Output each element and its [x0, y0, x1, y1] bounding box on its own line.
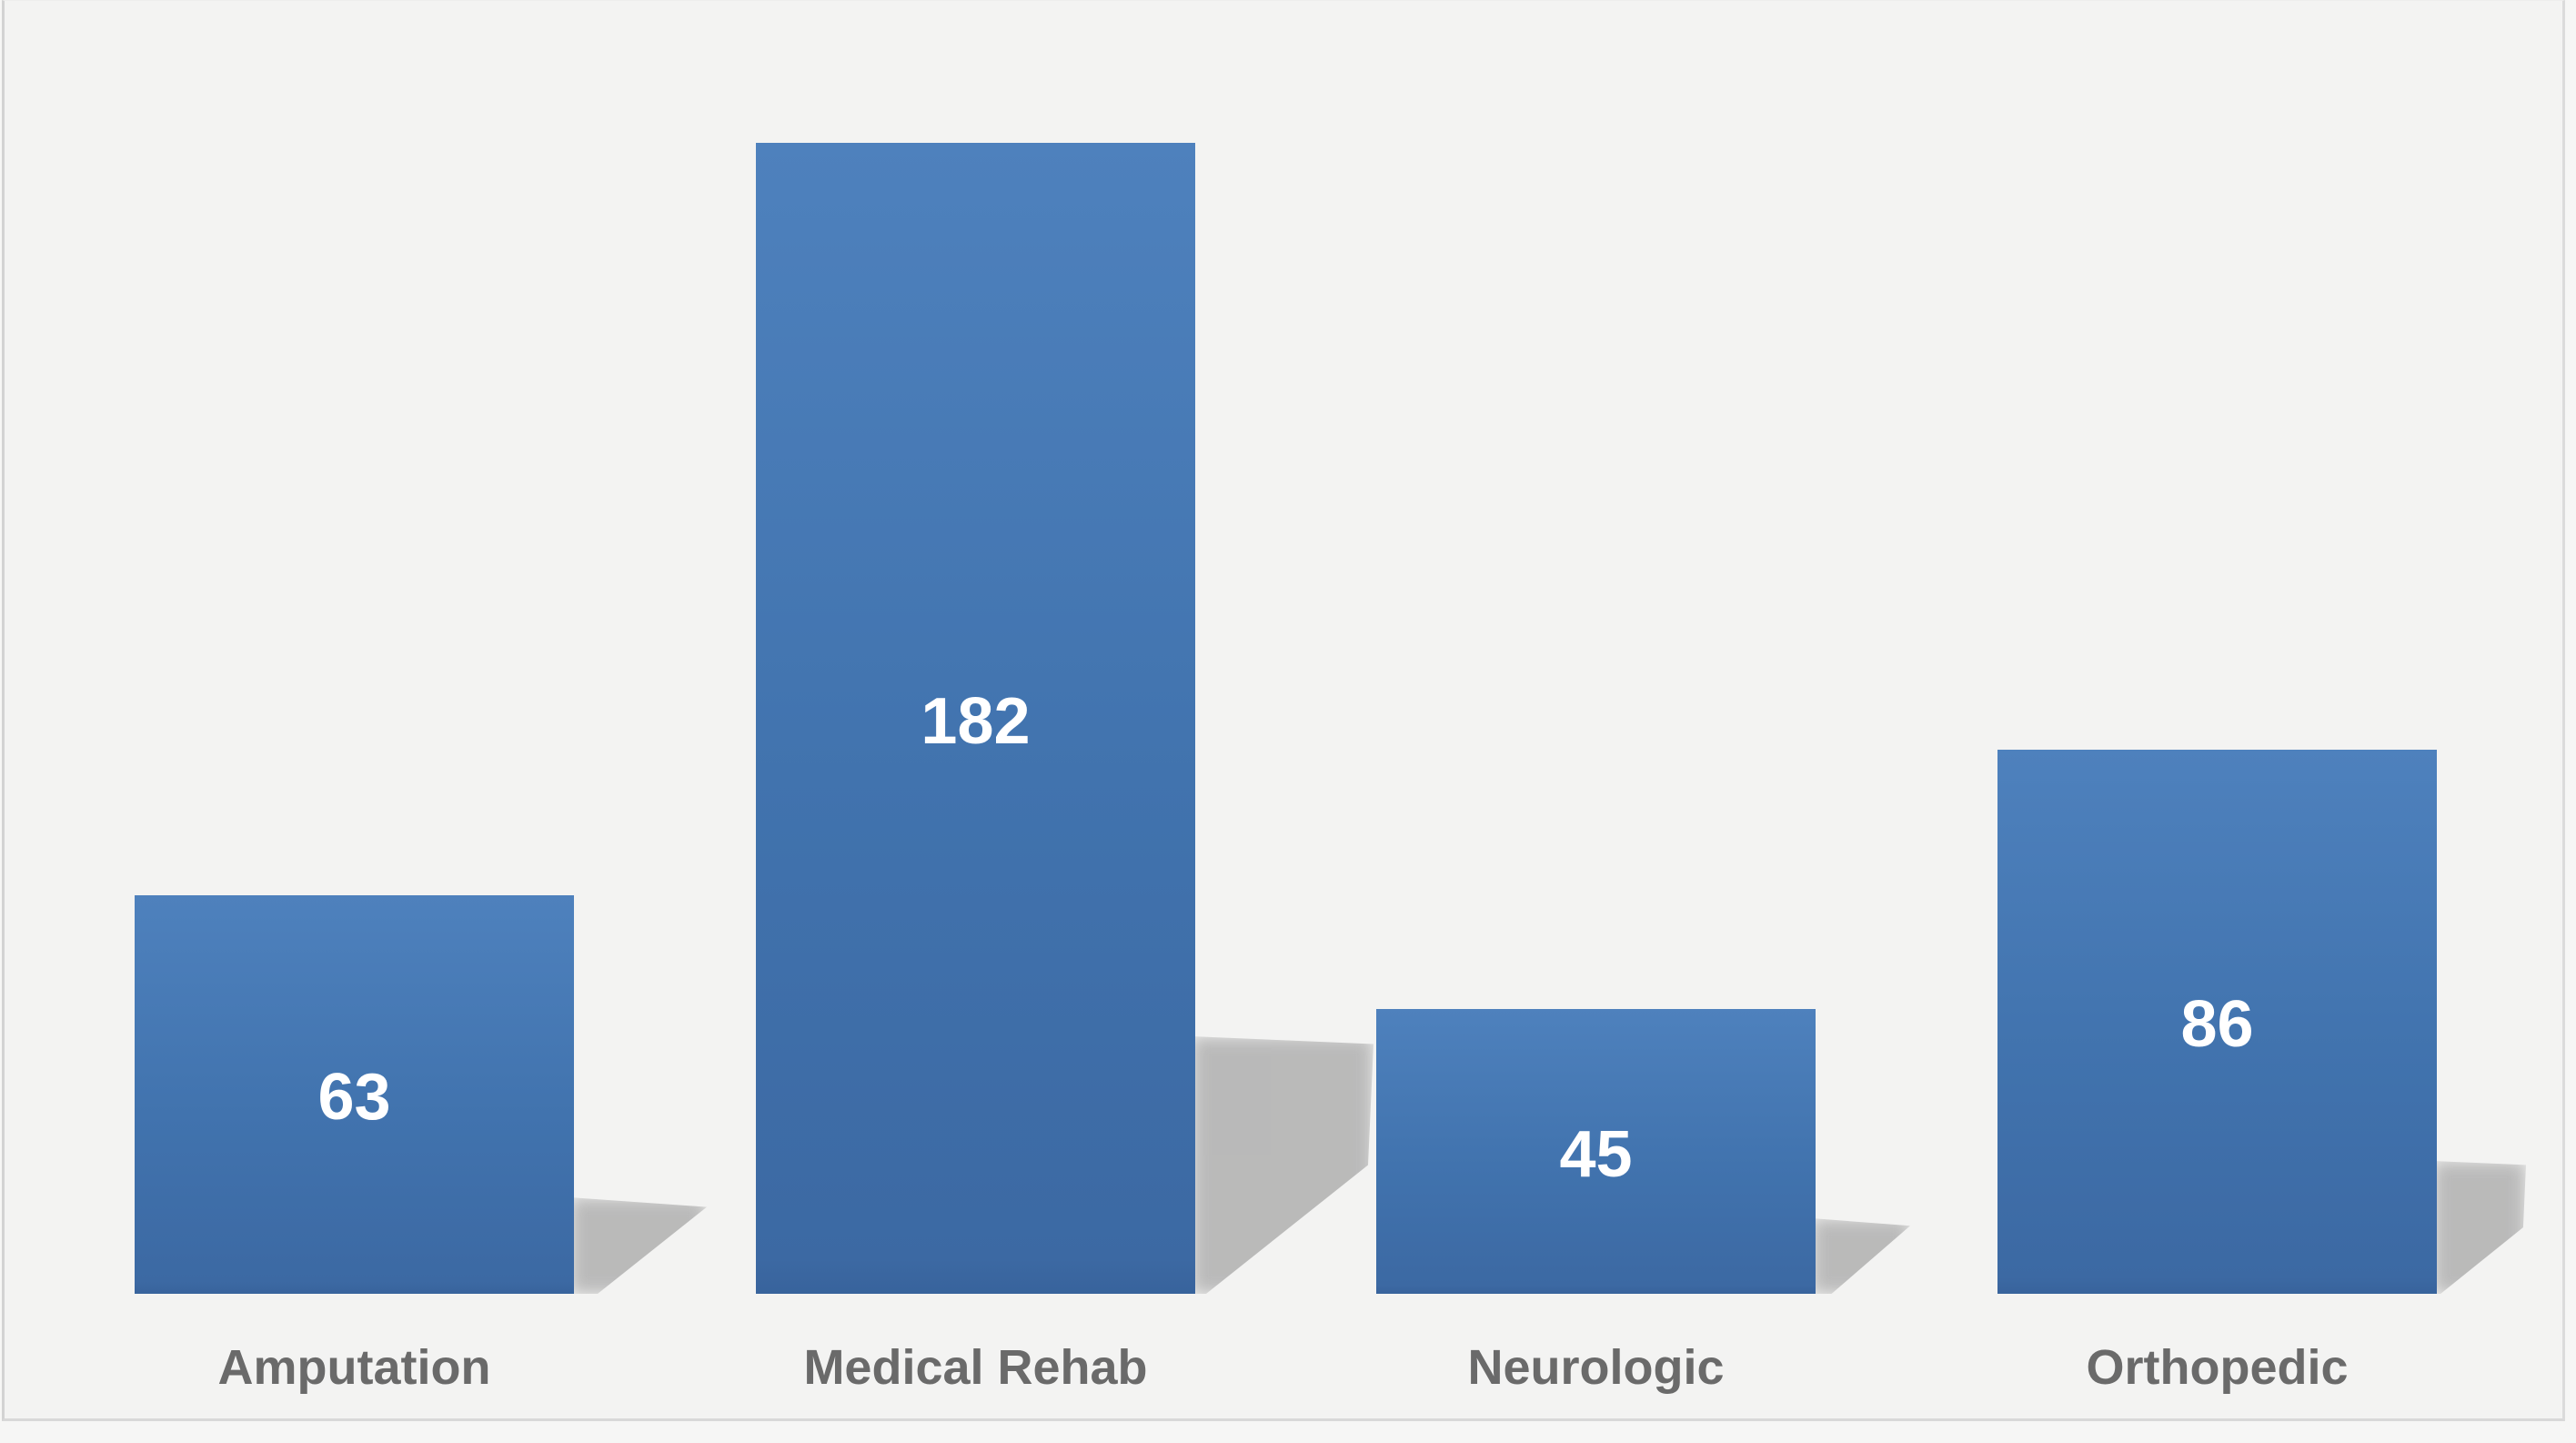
category-label-neurologic: Neurologic [1467, 1340, 1725, 1395]
category-label-amputation: Amputation [217, 1340, 491, 1395]
bar-amputation [135, 895, 574, 1294]
bar-value-label: 45 [1559, 1118, 1633, 1191]
bar-neurologic [1376, 1009, 1816, 1294]
bar-value-label: 182 [921, 685, 1031, 758]
bar-value-label: 86 [2180, 988, 2254, 1061]
bar-value-label: 63 [317, 1061, 391, 1134]
category-label-medical-rehab: Medical Rehab [803, 1340, 1148, 1395]
category-label-orthopedic: Orthopedic [2086, 1340, 2349, 1395]
bar-medical-rehab [756, 143, 1195, 1294]
bar-orthopedic [1997, 750, 2437, 1294]
